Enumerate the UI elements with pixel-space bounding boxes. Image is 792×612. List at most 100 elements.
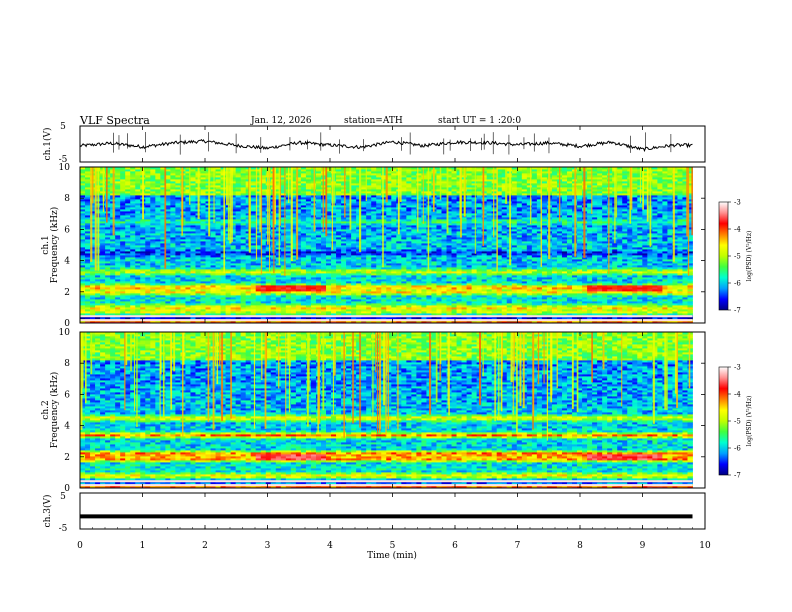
spec-cell: [366, 283, 372, 286]
spec-cell: [421, 303, 427, 306]
spec-cell: [175, 253, 181, 256]
spec-cell: [406, 275, 412, 278]
spec-cell: [526, 291, 533, 294]
spec-cell: [130, 291, 136, 294]
spec-cell: [431, 269, 437, 272]
spec-cell: [672, 253, 678, 256]
spec-cell: [205, 317, 211, 320]
spec-cell: [647, 275, 653, 278]
spec-cell: [667, 269, 673, 272]
spec-cell: [496, 303, 503, 306]
spec-cell: [451, 309, 457, 312]
spec-cell: [265, 269, 272, 272]
spec-cell: [521, 243, 528, 246]
spec-cell: [230, 283, 237, 286]
spec-cell: [260, 283, 267, 286]
spec-cell: [466, 289, 472, 292]
spec-cell: [602, 285, 608, 288]
spec-cell: [456, 259, 462, 262]
spec-cell: [150, 295, 156, 298]
spec-cell: [315, 267, 322, 270]
spec-cell: [612, 267, 618, 270]
spec-cell: [205, 271, 211, 274]
spec-cell: [466, 311, 472, 314]
spec-cell: [637, 303, 643, 306]
spec-cell: [245, 305, 252, 308]
spec-cell: [265, 311, 272, 314]
spec-cell: [361, 249, 367, 252]
spec-cell: [561, 243, 568, 246]
spec-cell: [561, 267, 568, 270]
spec-cell: [582, 289, 588, 292]
spec-cell: [647, 313, 653, 316]
spec-cell: [315, 245, 322, 248]
spec-cell: [511, 303, 518, 306]
spec-cell: [476, 299, 483, 302]
spec-cell: [185, 255, 191, 258]
spec-cell: [481, 307, 488, 310]
spec-cell: [240, 265, 247, 268]
spec-cell: [391, 303, 397, 306]
spec-cell: [190, 243, 196, 246]
spec-cell: [275, 271, 282, 274]
spec-cell: [295, 283, 302, 286]
spec-cell: [386, 303, 392, 306]
spec-cell: [265, 255, 272, 258]
spec-cell: [260, 309, 267, 312]
spec-cell: [587, 293, 593, 296]
spec-cell: [195, 291, 201, 294]
spec-cell: [160, 301, 166, 304]
spec-cell: [155, 255, 161, 258]
spec-cell: [582, 271, 588, 274]
spec-cell: [556, 249, 563, 252]
spec-cell: [446, 275, 452, 278]
spec-cell: [85, 257, 91, 260]
spec-cell: [220, 309, 226, 312]
spec-cell: [521, 283, 528, 286]
spec-cell: [135, 265, 141, 268]
spec-cell: [411, 273, 417, 276]
spec-cell: [105, 273, 111, 276]
spec-cell: [421, 265, 427, 268]
spec-cell: [140, 301, 146, 304]
spec-cell: [361, 275, 367, 278]
spec-cell: [200, 299, 206, 302]
spec-cell: [240, 283, 247, 286]
spec-cell: [105, 293, 111, 296]
spec-cell: [672, 277, 678, 280]
spec-cell: [180, 313, 186, 316]
spec-cell: [165, 263, 171, 266]
spec-cell: [536, 245, 543, 248]
spec-cell: [652, 295, 658, 298]
spec-cell: [421, 289, 427, 292]
spec-cell: [130, 277, 136, 280]
spec-cell: [150, 247, 156, 250]
spec-cell: [366, 305, 372, 308]
spec-cell: [587, 257, 593, 260]
spec-cell: [190, 249, 196, 252]
spec-cell: [657, 281, 663, 284]
spec-cell: [657, 285, 663, 288]
spec-cell: [451, 271, 457, 274]
spec-cell: [531, 317, 538, 320]
spec-cell: [677, 301, 683, 304]
spec-cell: [496, 281, 503, 284]
spec-cell: [310, 317, 317, 320]
spec-cell: [441, 261, 447, 264]
spec-cell: [215, 305, 221, 308]
spec-cell: [617, 275, 623, 278]
spec-cell: [516, 301, 523, 304]
spec-cell: [551, 309, 558, 312]
spec-cell: [285, 311, 292, 314]
spec-cell: [320, 301, 327, 304]
spec-cell: [541, 311, 548, 314]
spec-cell: [300, 307, 307, 310]
spec-cell: [667, 293, 673, 296]
spec-cell: [491, 301, 498, 304]
spec-cell: [351, 317, 357, 320]
spec-cell: [521, 295, 528, 298]
spec-cell: [551, 249, 558, 252]
spec-cell: [391, 297, 397, 300]
spec-cell: [255, 259, 262, 262]
spec-cell: [295, 309, 302, 312]
